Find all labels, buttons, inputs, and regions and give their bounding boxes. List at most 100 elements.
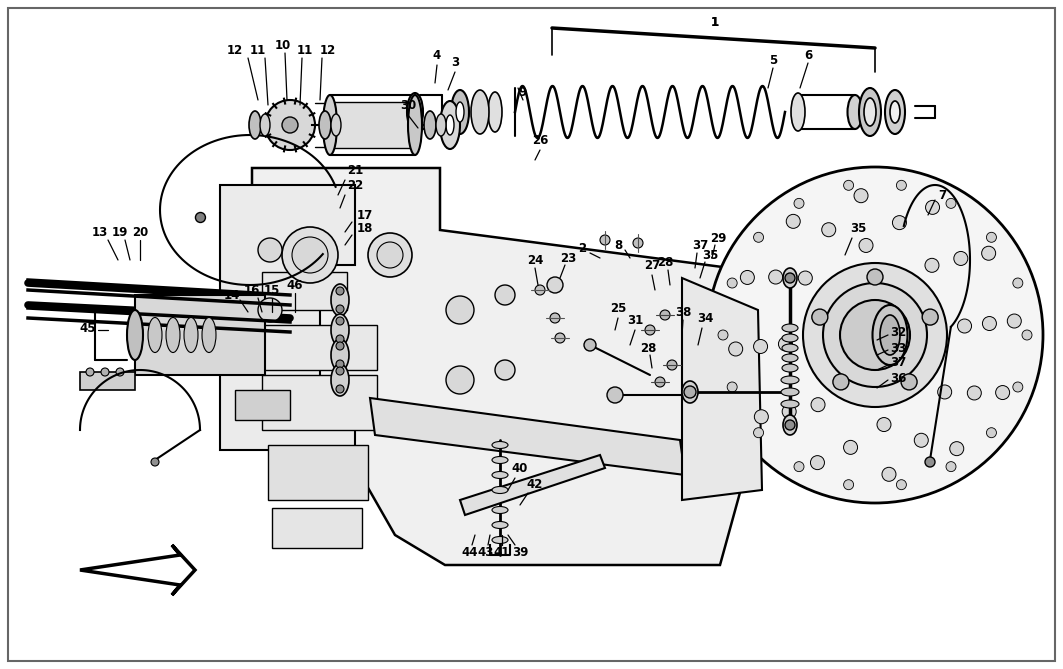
- Polygon shape: [370, 398, 685, 475]
- Circle shape: [607, 387, 623, 403]
- Ellipse shape: [323, 95, 337, 155]
- Ellipse shape: [885, 90, 905, 134]
- Circle shape: [854, 189, 868, 203]
- Circle shape: [833, 374, 849, 390]
- Ellipse shape: [890, 101, 900, 123]
- Text: 18: 18: [357, 221, 373, 235]
- Text: 6: 6: [804, 48, 812, 62]
- Ellipse shape: [436, 114, 446, 136]
- Circle shape: [667, 360, 677, 370]
- Circle shape: [645, 325, 655, 335]
- Circle shape: [844, 181, 854, 190]
- Circle shape: [986, 232, 996, 242]
- Bar: [268, 445, 368, 500]
- Polygon shape: [220, 185, 355, 450]
- Circle shape: [336, 367, 344, 375]
- Circle shape: [632, 238, 643, 248]
- Circle shape: [787, 214, 800, 228]
- Circle shape: [535, 285, 545, 295]
- Circle shape: [258, 238, 282, 262]
- Circle shape: [996, 385, 1010, 399]
- Circle shape: [755, 409, 769, 423]
- Circle shape: [981, 246, 996, 260]
- Circle shape: [336, 385, 344, 393]
- Text: 5: 5: [769, 54, 777, 66]
- Circle shape: [446, 366, 474, 394]
- Ellipse shape: [492, 472, 508, 478]
- Circle shape: [727, 278, 737, 288]
- Ellipse shape: [407, 93, 423, 131]
- Circle shape: [925, 457, 935, 467]
- Circle shape: [877, 417, 891, 432]
- Circle shape: [893, 215, 907, 229]
- Circle shape: [550, 313, 560, 323]
- Text: 31: 31: [627, 314, 643, 326]
- Text: 11: 11: [297, 43, 314, 56]
- Circle shape: [196, 213, 205, 223]
- Bar: [261, 272, 347, 310]
- Circle shape: [446, 296, 474, 324]
- Ellipse shape: [184, 318, 198, 353]
- Text: 34: 34: [697, 312, 713, 324]
- Circle shape: [812, 309, 828, 325]
- Ellipse shape: [492, 537, 508, 543]
- Ellipse shape: [331, 284, 349, 316]
- Circle shape: [844, 480, 854, 490]
- Circle shape: [946, 199, 956, 208]
- Circle shape: [282, 117, 298, 133]
- Ellipse shape: [488, 92, 502, 132]
- Circle shape: [600, 235, 610, 245]
- Circle shape: [782, 405, 796, 419]
- Text: 1: 1: [711, 15, 719, 29]
- Ellipse shape: [847, 95, 862, 129]
- Circle shape: [151, 458, 159, 466]
- Circle shape: [302, 242, 318, 258]
- Circle shape: [258, 298, 282, 322]
- Ellipse shape: [492, 486, 508, 494]
- Text: 8: 8: [613, 239, 622, 252]
- Text: 3: 3: [451, 56, 459, 68]
- Circle shape: [336, 360, 344, 368]
- Circle shape: [896, 181, 907, 190]
- Ellipse shape: [492, 506, 508, 514]
- Circle shape: [336, 335, 344, 343]
- Circle shape: [754, 339, 767, 353]
- Circle shape: [336, 287, 344, 295]
- Text: 2: 2: [578, 242, 586, 254]
- Ellipse shape: [859, 88, 881, 136]
- Circle shape: [923, 309, 939, 325]
- Text: 41: 41: [494, 545, 510, 559]
- Text: 15: 15: [264, 284, 281, 296]
- Text: 25: 25: [610, 302, 626, 314]
- Circle shape: [823, 283, 927, 387]
- Circle shape: [784, 273, 795, 283]
- Text: 44: 44: [461, 545, 478, 559]
- Circle shape: [754, 427, 763, 438]
- Ellipse shape: [148, 318, 162, 353]
- Ellipse shape: [864, 98, 876, 126]
- Text: 4: 4: [433, 48, 441, 62]
- Text: 30: 30: [400, 98, 416, 112]
- Ellipse shape: [791, 93, 805, 131]
- Text: 32: 32: [890, 326, 906, 339]
- Circle shape: [844, 440, 858, 454]
- Bar: [135, 295, 265, 375]
- Bar: [261, 325, 377, 370]
- Circle shape: [319, 250, 326, 258]
- Text: 21: 21: [347, 163, 364, 177]
- Text: 40: 40: [511, 462, 528, 474]
- Circle shape: [925, 258, 939, 272]
- Text: 35: 35: [849, 221, 866, 235]
- Circle shape: [101, 368, 109, 376]
- Circle shape: [986, 427, 996, 438]
- Circle shape: [707, 167, 1043, 503]
- Text: 45: 45: [80, 322, 97, 334]
- Polygon shape: [80, 545, 195, 595]
- Ellipse shape: [424, 111, 436, 139]
- Text: 27: 27: [644, 258, 660, 272]
- Circle shape: [655, 377, 665, 387]
- Ellipse shape: [783, 415, 797, 435]
- Ellipse shape: [492, 522, 508, 529]
- Circle shape: [1013, 278, 1023, 288]
- Circle shape: [949, 442, 964, 456]
